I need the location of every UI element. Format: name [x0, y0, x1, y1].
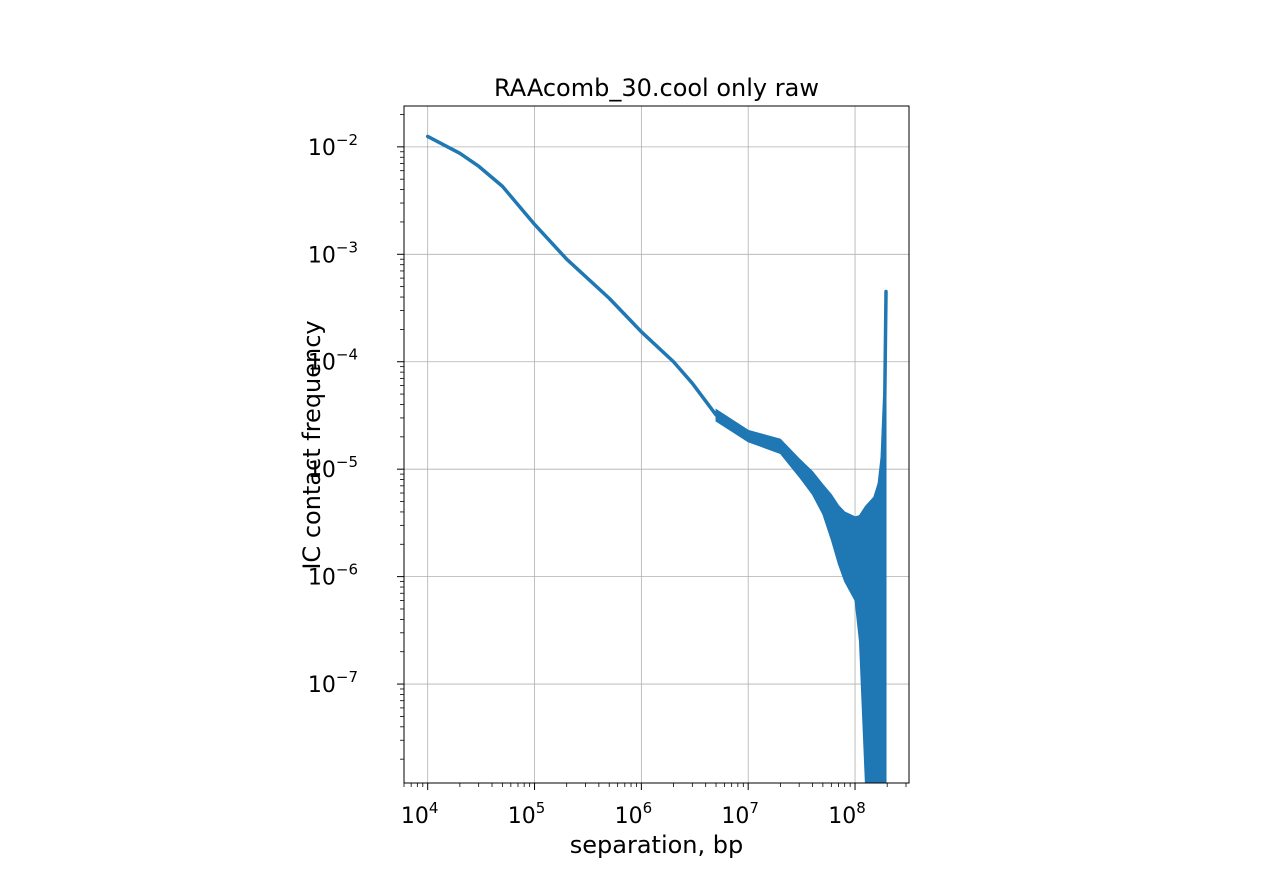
x-tick-exponent: 4	[429, 799, 439, 817]
x-tick-label: 104	[401, 799, 439, 829]
y-tick-base: 10	[308, 136, 336, 161]
x-tick-exponent: 5	[536, 799, 546, 817]
x-axis-label: separation, bp	[570, 831, 743, 859]
grid-layer	[404, 106, 909, 783]
y-tick-label: 10−5	[308, 453, 358, 483]
y-tick-exponent: −3	[336, 238, 358, 256]
y-tick-exponent: −2	[336, 131, 358, 149]
y-tick-exponent: −4	[336, 346, 358, 364]
y-tick-label: 10−2	[308, 131, 358, 161]
y-tick-base: 10	[308, 351, 336, 376]
y-tick-label: 10−4	[308, 346, 358, 376]
x-tick-exponent: 6	[643, 799, 653, 817]
y-tick-base: 10	[308, 458, 336, 483]
x-tick-exponent: 8	[856, 799, 866, 817]
x-tick-base: 10	[615, 804, 643, 829]
series-line	[425, 134, 888, 528]
chart-title: RAAcomb_30.cool only raw	[494, 74, 819, 102]
x-tick-base: 10	[508, 804, 536, 829]
series-noise-band	[715, 291, 887, 784]
series-layer	[425, 134, 888, 784]
plot-frame	[403, 105, 910, 784]
y-tick-exponent: −6	[336, 561, 358, 579]
y-tick-exponent: −7	[336, 668, 358, 686]
x-tick-label: 108	[828, 799, 866, 829]
y-tick-base: 10	[308, 243, 336, 268]
y-tick-exponent: −5	[336, 453, 358, 471]
y-tick-base: 10	[308, 566, 336, 591]
x-tick-label: 107	[721, 799, 759, 829]
x-tick-label: 106	[615, 799, 653, 829]
y-tick-label: 10−3	[308, 238, 358, 268]
x-tick-base: 10	[828, 804, 856, 829]
y-axis-label: IC contact frequency	[298, 320, 326, 569]
y-tick-label: 10−7	[308, 668, 358, 698]
x-tick-exponent: 7	[749, 799, 759, 817]
x-tick-base: 10	[401, 804, 429, 829]
x-tick-base: 10	[721, 804, 749, 829]
x-tick-label: 105	[508, 799, 546, 829]
y-tick-base: 10	[308, 673, 336, 698]
y-tick-label: 10−6	[308, 561, 358, 591]
